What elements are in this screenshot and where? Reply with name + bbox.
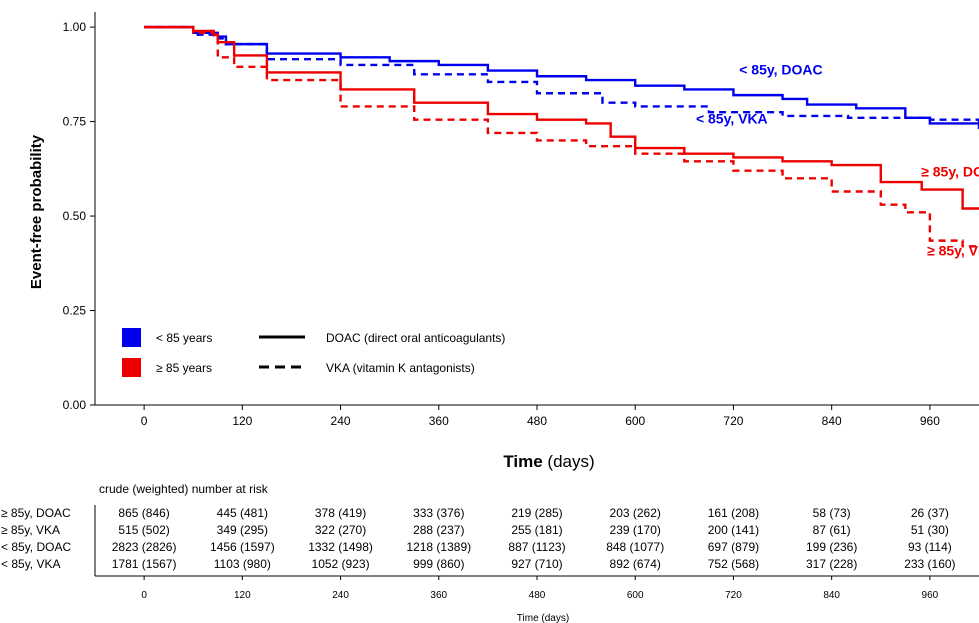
x-tick-label: 360 <box>429 414 449 428</box>
risk-cell: 203 (262) <box>610 506 661 520</box>
risk-cell: 161 (208) <box>708 506 759 520</box>
series-line <box>144 25 979 249</box>
legend-swatch <box>122 358 141 377</box>
risk-x-tick-label: 960 <box>922 590 939 601</box>
risk-cell: 322 (270) <box>315 523 366 537</box>
risk-x-tick-label: 120 <box>234 590 251 601</box>
risk-cell: 317 (228) <box>806 557 857 571</box>
risk-x-tick-label: 720 <box>725 590 742 601</box>
y-tick-label: 1.00 <box>63 20 87 34</box>
risk-cell: 51 (30) <box>911 523 949 537</box>
risk-cell: 752 (568) <box>708 557 759 571</box>
risk-cell: 255 (181) <box>511 523 562 537</box>
risk-x-tick-label: 240 <box>332 590 349 601</box>
risk-row-label: ≥ 85y, DOAC <box>1 506 71 520</box>
risk-cell: 445 (481) <box>217 506 268 520</box>
risk-cell: 1332 (1498) <box>308 540 373 554</box>
risk-cell: 1103 (980) <box>214 557 271 571</box>
risk-cell: 200 (141) <box>708 523 759 537</box>
x-axis-title: Time (days) <box>503 452 594 471</box>
risk-cell: 697 (879) <box>708 540 759 554</box>
legend-line-label: DOAC (direct oral anticoagulants) <box>326 331 505 345</box>
risk-cell: 219 (285) <box>511 506 562 520</box>
risk-cell: 239 (170) <box>610 523 661 537</box>
y-tick-label: 0.00 <box>63 398 87 412</box>
risk-row-label: < 85y, VKA <box>1 557 60 571</box>
series-line <box>144 25 979 130</box>
series-annotation: < 85y, DOAC <box>739 61 822 77</box>
risk-x-tick-label: 360 <box>430 590 447 601</box>
risk-table-title: crude (weighted) number at risk <box>99 482 269 496</box>
x-tick-label: 240 <box>331 414 351 428</box>
risk-cell: 892 (674) <box>610 557 661 571</box>
y-axis-title: Event-free probability <box>28 134 45 289</box>
series-annotation: < 85y, VKA <box>696 110 768 126</box>
legend: < 85 years ≥ 85 years DOAC (direct oral an… <box>122 328 505 377</box>
x-axis-title-bold: Time <box>503 452 542 471</box>
x-tick-label: 120 <box>232 414 252 428</box>
risk-cell: 927 (710) <box>511 557 562 571</box>
risk-cell: 515 (502) <box>118 523 169 537</box>
series-annotation: ≥ 85y, DOAC <box>921 163 979 179</box>
x-tick-label: 960 <box>920 414 940 428</box>
legend-swatch <box>122 328 141 347</box>
risk-cell: 378 (419) <box>315 506 366 520</box>
legend-group-label: < 85 years <box>156 331 212 345</box>
risk-cell: 1781 (1567) <box>112 557 177 571</box>
legend-line-label: VKA (vitamin K antagonists) <box>326 361 475 375</box>
risk-cell: 93 (114) <box>908 540 952 554</box>
risk-cell: 1052 (923) <box>312 557 370 571</box>
y-tick-label: 0.75 <box>63 115 87 129</box>
risk-cell: 848 (1077) <box>606 540 664 554</box>
risk-table: crude (weighted) number at risk Time (da… <box>1 482 979 623</box>
x-axis-title-unit: (days) <box>543 452 595 471</box>
risk-cell: 233 (160) <box>904 557 955 571</box>
risk-cell: 26 (37) <box>911 506 949 520</box>
risk-cell: 865 (846) <box>118 506 169 520</box>
plot-area: 0.00 0.25 0.50 0.75 1.00 0 120 240 360 480 600 720 8… <box>63 12 979 428</box>
risk-x-tick-label: 480 <box>529 590 546 601</box>
x-tick-label: 840 <box>822 414 842 428</box>
risk-cell: 87 (61) <box>813 523 851 537</box>
risk-cell: 1456 (1597) <box>210 540 275 554</box>
risk-x-tick-label: 0 <box>141 590 147 601</box>
x-tick-label: 600 <box>625 414 645 428</box>
series-line <box>144 25 979 210</box>
risk-row-label: ≥ 85y, VKA <box>1 523 60 537</box>
y-tick-label: 0.25 <box>63 304 87 318</box>
risk-cell: 1218 (1389) <box>406 540 471 554</box>
risk-cell: 349 (295) <box>217 523 268 537</box>
risk-table-x-title: Time (days) <box>517 613 569 623</box>
series-line <box>144 25 979 124</box>
risk-cell: 887 (1123) <box>508 540 565 554</box>
risk-row-label: < 85y, DOAC <box>1 540 71 554</box>
risk-cell: 999 (860) <box>413 557 464 571</box>
y-tick-label: 0.50 <box>63 209 87 223</box>
x-tick-label: 720 <box>723 414 743 428</box>
risk-x-tick-label: 840 <box>823 590 840 601</box>
risk-cell: 333 (376) <box>413 506 464 520</box>
series-annotation: ≥ 85y, VKA <box>927 243 979 259</box>
risk-cell: 199 (236) <box>806 540 857 554</box>
risk-cell: 58 (73) <box>813 506 851 520</box>
risk-x-tick-label: 600 <box>627 590 644 601</box>
risk-cell: 2823 (2826) <box>112 540 177 554</box>
x-tick-label: 0 <box>141 414 148 428</box>
x-tick-label: 480 <box>527 414 547 428</box>
legend-group-label: ≥ 85 years <box>156 361 212 375</box>
risk-cell: 288 (237) <box>413 523 464 537</box>
